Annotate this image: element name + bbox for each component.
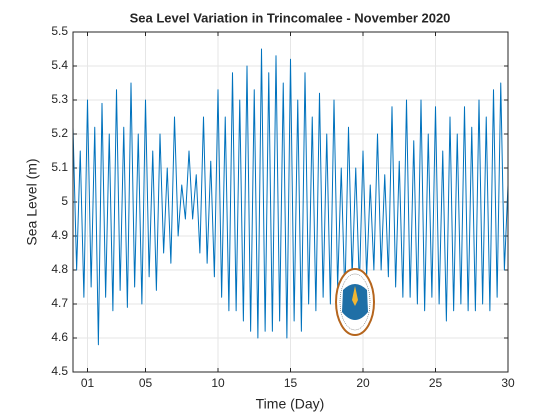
y-axis-label: Sea Level (m)	[24, 158, 40, 245]
logo-flame	[352, 286, 358, 306]
plot	[72, 48, 509, 346]
x-tick-label: 15	[284, 376, 298, 390]
y-tick-label: 4.7	[51, 296, 68, 310]
y-tick-label: 5.5	[51, 24, 68, 38]
x-axis-label: Time (Day)	[256, 396, 325, 412]
x-tick-label: 25	[429, 376, 443, 390]
y-tick-label: 5.2	[51, 126, 68, 140]
x-tick-label: 20	[356, 376, 370, 390]
y-tick-label: 5.1	[51, 160, 68, 174]
x-tick-label: 30	[501, 376, 515, 390]
y-tick-label: 4.5	[51, 364, 68, 378]
logo	[335, 268, 375, 336]
chart-title: Sea Level Variation in Trincomalee - Nov…	[130, 10, 451, 25]
sea-level-line	[72, 48, 509, 346]
x-tick-label: 05	[139, 376, 153, 390]
y-tick-label: 4.6	[51, 330, 68, 344]
y-tick-label: 5.4	[51, 58, 68, 72]
x-tick-label: 10	[211, 376, 225, 390]
y-tick-label: 5.3	[51, 92, 68, 106]
y-tick-label: 5	[61, 194, 68, 208]
y-tick-label: 4.9	[51, 228, 68, 242]
y-tick-label: 4.8	[51, 262, 68, 276]
x-tick-label: 01	[81, 376, 95, 390]
axes-box	[72, 31, 509, 373]
